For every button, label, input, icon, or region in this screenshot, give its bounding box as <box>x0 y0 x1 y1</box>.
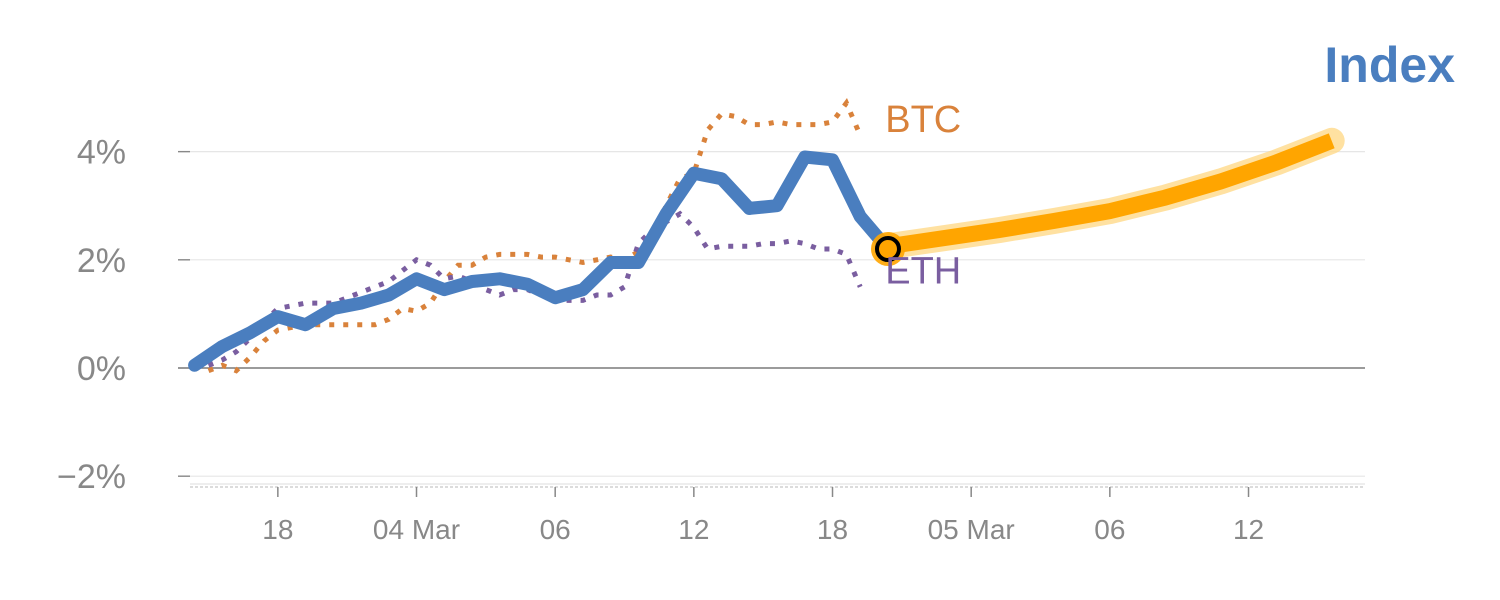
x-tick-label: 04 Mar <box>373 514 460 545</box>
series-layer <box>188 97 1345 374</box>
x-tick-label: 18 <box>817 514 848 545</box>
y-tick-label: 4% <box>77 134 126 172</box>
x-tick-label: 05 Mar <box>928 514 1015 545</box>
series-eth-line <box>207 210 863 368</box>
series-label-btc: BTC <box>885 99 961 141</box>
series-label-eth: ETH <box>885 251 961 293</box>
end-marker <box>874 236 901 262</box>
x-tick-label: 06 <box>540 514 571 545</box>
x-tick-label: 12 <box>678 514 709 545</box>
grid-layer <box>178 151 1365 477</box>
label-layer: BTC ETH <box>885 99 961 292</box>
x-tick-label: 06 <box>1094 514 1125 545</box>
x-tick-label: 12 <box>1233 514 1264 545</box>
y-tick-label: −2% <box>57 458 126 496</box>
x-tick-label: 18 <box>262 514 293 545</box>
y-tick-label: 0% <box>77 350 126 388</box>
forecast-line <box>886 133 1335 255</box>
x-axis: 4% 2% 0% −2% 18 04 Mar 06 12 18 05 Mar 06 12 <box>57 134 1365 545</box>
series-index-line <box>742 150 895 256</box>
series-index-line <box>188 166 756 372</box>
y-tick-label: 2% <box>77 242 126 280</box>
chart-title: Index <box>1324 37 1455 93</box>
